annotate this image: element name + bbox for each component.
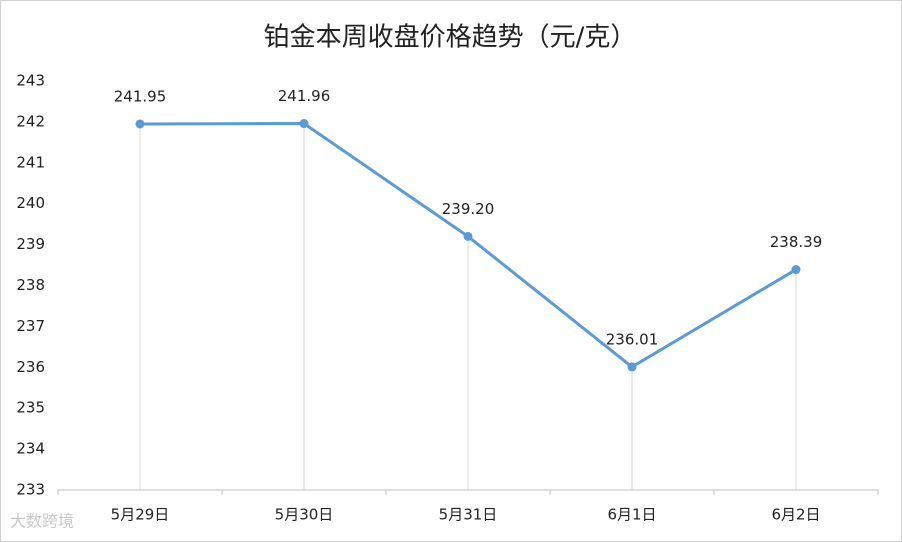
x-tick-label: 5月29日 <box>111 506 170 524</box>
x-tick-label: 5月30日 <box>275 506 334 524</box>
x-tick-label: 6月2日 <box>771 506 820 524</box>
y-tick-label: 239 <box>16 235 45 253</box>
point <box>791 265 801 275</box>
y-tick-label: 233 <box>16 481 45 499</box>
value-label: 241.96 <box>278 87 331 105</box>
y-tick-label: 241 <box>16 153 45 171</box>
y-tick-label: 235 <box>16 399 45 417</box>
point <box>299 119 309 129</box>
point <box>627 362 637 372</box>
y-tick-label: 240 <box>16 194 45 212</box>
y-tick-label: 237 <box>16 317 45 335</box>
value-label: 239.20 <box>442 200 495 218</box>
y-tick-label: 243 <box>16 72 45 90</box>
y-tick-label: 236 <box>16 358 45 376</box>
watermark: 大数跨境 <box>10 512 74 531</box>
value-label: 238.39 <box>770 233 823 251</box>
y-tick-label: 234 <box>16 440 45 458</box>
y-tick-label: 238 <box>16 276 45 294</box>
value-label: 241.95 <box>114 87 167 105</box>
value-label: 236.01 <box>606 330 659 348</box>
x-tick-label: 5月31日 <box>439 506 498 524</box>
point <box>463 231 473 241</box>
chart-title: 铂金本周收盘价格趋势（元/克） <box>264 23 637 53</box>
y-tick-label: 242 <box>16 112 45 130</box>
point <box>135 119 145 129</box>
x-tick-label: 6月1日 <box>607 506 656 524</box>
